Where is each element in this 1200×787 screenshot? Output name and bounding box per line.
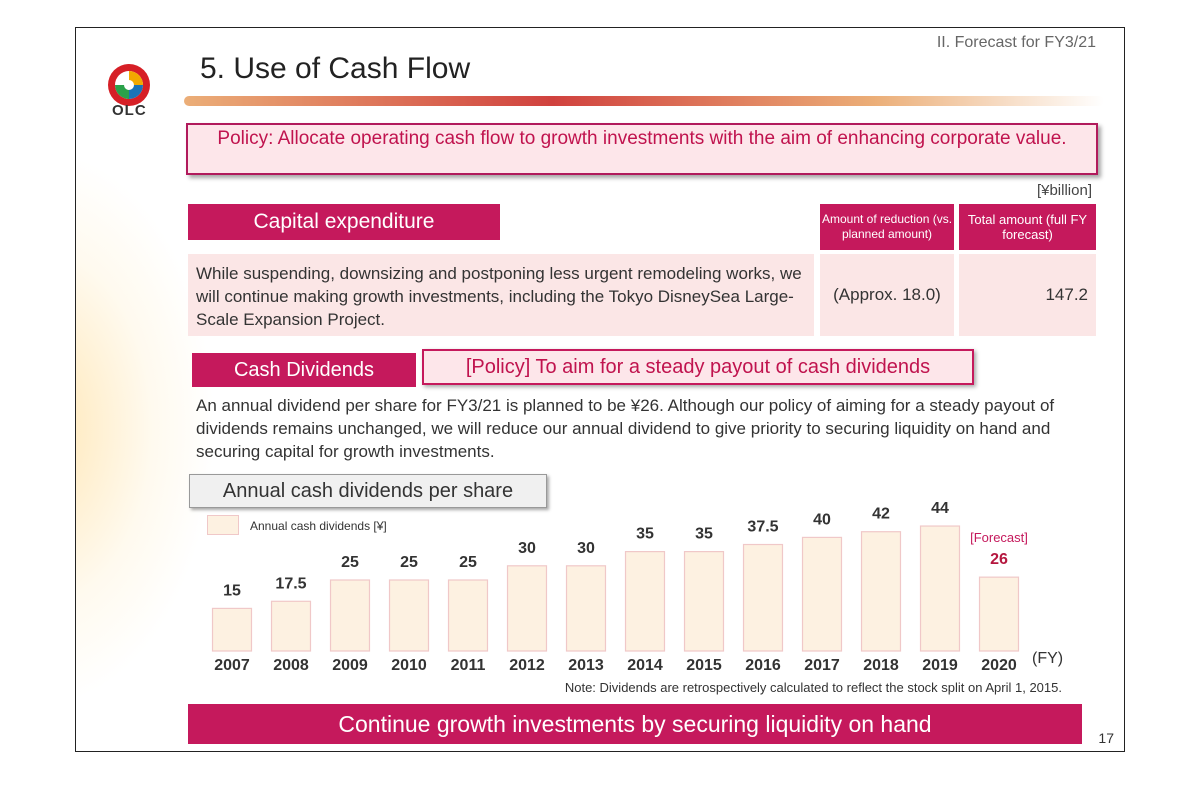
tick-label-2020: 2020 (981, 657, 1017, 674)
page-number: 17 (1098, 730, 1114, 746)
bar-2012 (506, 565, 548, 652)
capex-reduction-value: (Approx. 18.0) (820, 254, 954, 336)
legend-swatch (207, 515, 239, 535)
dividends-text: An annual dividend per share for FY3/21 … (196, 396, 1055, 461)
bar-2015 (683, 550, 725, 652)
col-header-total: Total amount (full FY forecast) (959, 204, 1096, 250)
value-label-2017: 40 (813, 511, 831, 528)
tick-label-2019: 2019 (922, 657, 958, 674)
section-label: II. Forecast for FY3/21 (936, 34, 1096, 51)
bar-2010 (388, 579, 430, 652)
tick-label-2018: 2018 (863, 657, 899, 674)
value-label-2015: 35 (695, 526, 713, 543)
logo-text: OLC (112, 102, 147, 119)
tick-label-2015: 2015 (686, 657, 722, 674)
tick-label-2012: 2012 (509, 657, 545, 674)
bar-2017 (801, 536, 843, 652)
value-label-2020: 26 (990, 551, 1008, 568)
value-label-2007: 15 (223, 582, 241, 599)
legend-label: Annual cash dividends [¥] (250, 519, 387, 533)
capex-description: While suspending, downsizing and postpon… (188, 254, 814, 336)
tick-label-2008: 2008 (273, 657, 309, 674)
dividend-chart: 15 2007 17.5 2008 25 2009 25 2010 25 2011 30 2012 30… (211, 500, 1028, 674)
policy-box: Policy: Allocate operating cash flow to … (186, 123, 1098, 175)
tick-label-2016: 2016 (745, 657, 781, 674)
value-label-2010: 25 (400, 554, 418, 571)
olc-logo-icon (108, 64, 150, 106)
dividends-policy: [Policy] To aim for a steady payout of c… (422, 349, 974, 385)
unit-label: [¥billion] (1036, 182, 1092, 199)
tick-label-2017: 2017 (804, 657, 840, 674)
bar-2020 (978, 576, 1020, 652)
bar-2009 (329, 579, 371, 652)
value-label-2009: 25 (341, 554, 359, 571)
value-label-2012: 30 (518, 540, 536, 557)
tick-label-2010: 2010 (391, 657, 427, 674)
col-header-reduction: Amount of reduction (vs. planned amount) (820, 204, 954, 250)
chart-title: Annual cash dividends per share (189, 474, 547, 508)
bar-2011 (447, 579, 489, 652)
bottom-banner: Continue growth investments by securing … (188, 704, 1082, 744)
slide: II. Forecast for FY3/21 OLC 5. Use of Ca… (75, 27, 1125, 752)
title-rule (184, 96, 1104, 106)
capex-total-value: 147.2 (959, 254, 1096, 336)
tick-label-2014: 2014 (627, 657, 663, 674)
bar-2008 (270, 600, 312, 652)
value-label-2008: 17.5 (275, 575, 306, 592)
bar-2018 (860, 531, 902, 652)
tick-label-2011: 2011 (451, 657, 486, 674)
chart-note: Note: Dividends are retrospectively calc… (564, 680, 1062, 695)
value-label-2011: 25 (459, 554, 477, 571)
bar-2007 (211, 607, 253, 652)
value-label-2016: 37.5 (747, 519, 778, 536)
tick-label-2013: 2013 (568, 657, 604, 674)
page-title: 5. Use of Cash Flow (200, 52, 471, 85)
value-label-2019: 44 (931, 500, 949, 517)
bar-2013 (565, 565, 607, 652)
forecast-label: [Forecast] (970, 530, 1028, 545)
value-label-2013: 30 (577, 540, 595, 557)
capex-title: Capital expenditure (188, 204, 500, 240)
dividends-title: Cash Dividends (192, 353, 416, 387)
bar-2016 (742, 543, 784, 652)
bar-2014 (624, 550, 666, 652)
value-label-2014: 35 (636, 526, 654, 543)
value-label-2018: 42 (872, 506, 890, 523)
tick-label-2007: 2007 (214, 657, 250, 674)
tick-label-2009: 2009 (332, 657, 368, 674)
bar-2019 (919, 525, 961, 652)
x-axis-unit: (FY) (1032, 650, 1064, 667)
